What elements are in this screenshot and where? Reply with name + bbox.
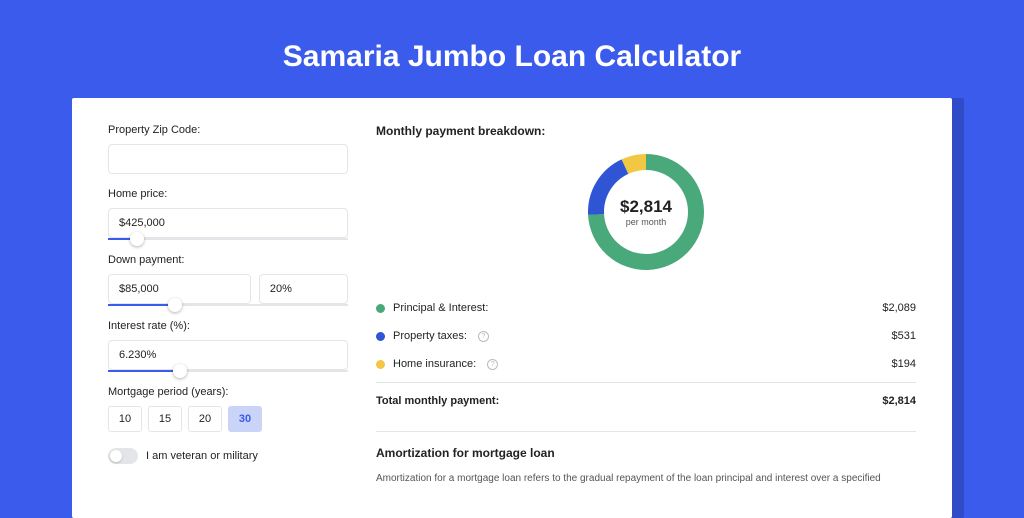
veteran-row: I am veteran or military <box>108 448 348 464</box>
breakdown-row: Property taxes:? $531 <box>376 322 916 350</box>
legend-dot <box>376 360 385 369</box>
zip-field: Property Zip Code: <box>108 124 348 174</box>
donut-chart-wrap: $2,814 per month <box>376 150 916 274</box>
down-payment-slider[interactable] <box>108 304 348 306</box>
veteran-label: I am veteran or military <box>146 450 258 462</box>
info-icon[interactable]: ? <box>478 331 489 342</box>
breakdown-value: $531 <box>892 330 916 342</box>
veteran-toggle[interactable] <box>108 448 138 464</box>
amortization-text: Amortization for a mortgage loan refers … <box>376 472 916 486</box>
breakdown-label: Property taxes: <box>393 330 467 342</box>
breakdown-list: Principal & Interest: $2,089 Property taxe… <box>376 294 916 378</box>
home-price-label: Home price: <box>108 188 348 200</box>
period-btn-30[interactable]: 30 <box>228 406 262 432</box>
mortgage-period-label: Mortgage period (years): <box>108 386 348 398</box>
total-label: Total monthly payment: <box>376 395 499 407</box>
interest-rate-field: Interest rate (%): <box>108 320 348 372</box>
period-btn-15[interactable]: 15 <box>148 406 182 432</box>
amortization-title: Amortization for mortgage loan <box>376 446 916 460</box>
breakdown-row: Home insurance:? $194 <box>376 350 916 378</box>
donut-segment <box>625 162 646 167</box>
period-btn-10[interactable]: 10 <box>108 406 142 432</box>
amortization-section: Amortization for mortgage loan Amortizat… <box>376 431 916 486</box>
calculator-card: Property Zip Code: Home price: Down paym… <box>72 98 952 518</box>
total-value: $2,814 <box>882 395 916 407</box>
legend-dot <box>376 332 385 341</box>
breakdown-label: Principal & Interest: <box>393 302 488 314</box>
interest-rate-label: Interest rate (%): <box>108 320 348 332</box>
breakdown-title: Monthly payment breakdown: <box>376 124 916 138</box>
page-title: Samaria Jumbo Loan Calculator <box>0 0 1024 98</box>
breakdown-total-row: Total monthly payment: $2,814 <box>376 382 916 415</box>
home-price-field: Home price: <box>108 188 348 240</box>
period-btn-20[interactable]: 20 <box>188 406 222 432</box>
form-panel: Property Zip Code: Home price: Down paym… <box>108 124 348 492</box>
home-price-input[interactable] <box>108 208 348 238</box>
donut-chart: $2,814 per month <box>584 150 708 274</box>
donut-amount: $2,814 <box>620 197 672 217</box>
home-price-slider-thumb[interactable] <box>130 232 144 246</box>
breakdown-row: Principal & Interest: $2,089 <box>376 294 916 322</box>
donut-sub: per month <box>620 217 672 227</box>
mortgage-period-field: Mortgage period (years): 10 15 20 30 <box>108 386 348 432</box>
down-payment-label: Down payment: <box>108 254 348 266</box>
down-payment-percent-input[interactable] <box>259 274 348 304</box>
zip-label: Property Zip Code: <box>108 124 348 136</box>
interest-rate-slider-thumb[interactable] <box>173 364 187 378</box>
legend-dot <box>376 304 385 313</box>
breakdown-value: $194 <box>892 358 916 370</box>
interest-rate-input[interactable] <box>108 340 348 370</box>
interest-rate-slider[interactable] <box>108 370 348 372</box>
mortgage-period-buttons: 10 15 20 30 <box>108 406 348 432</box>
breakdown-label: Home insurance: <box>393 358 476 370</box>
zip-input[interactable] <box>108 144 348 174</box>
home-price-slider[interactable] <box>108 238 348 240</box>
down-payment-slider-thumb[interactable] <box>168 298 182 312</box>
veteran-toggle-knob <box>110 450 122 462</box>
info-icon[interactable]: ? <box>487 359 498 370</box>
breakdown-value: $2,089 <box>882 302 916 314</box>
down-payment-field: Down payment: <box>108 254 348 306</box>
breakdown-panel: Monthly payment breakdown: $2,814 per mo… <box>376 124 916 492</box>
